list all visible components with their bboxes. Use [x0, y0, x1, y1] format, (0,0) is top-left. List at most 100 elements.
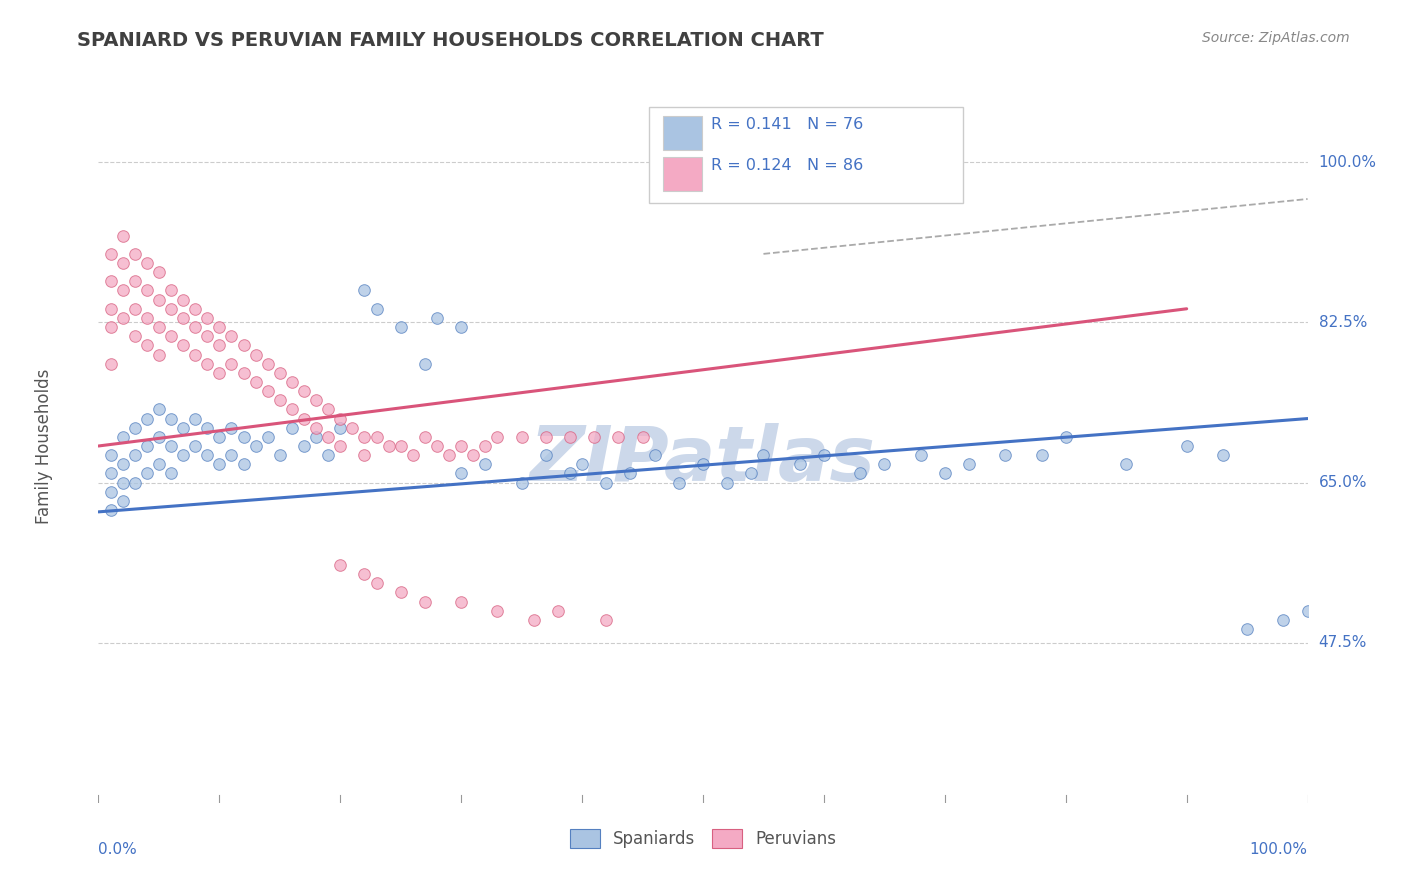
Text: Family Households: Family Households: [35, 368, 53, 524]
Point: [135, 411, 157, 425]
Point: [1031, 448, 1053, 462]
Point: [111, 310, 134, 325]
Point: [377, 439, 399, 453]
Point: [135, 310, 157, 325]
Text: SPANIARD VS PERUVIAN FAMILY HOUSEHOLDS CORRELATION CHART: SPANIARD VS PERUVIAN FAMILY HOUSEHOLDS C…: [77, 31, 824, 50]
Point: [148, 320, 170, 334]
Point: [124, 301, 146, 316]
Point: [353, 567, 375, 582]
Point: [245, 439, 267, 453]
Point: [208, 458, 231, 472]
Point: [316, 430, 339, 444]
Point: [692, 458, 714, 472]
Point: [1272, 613, 1295, 627]
Point: [221, 357, 243, 371]
Point: [426, 439, 449, 453]
Point: [957, 458, 980, 472]
Point: [292, 439, 315, 453]
Point: [172, 310, 194, 325]
Point: [366, 301, 388, 316]
Point: [100, 357, 122, 371]
Bar: [664, 116, 702, 150]
Point: [474, 439, 496, 453]
Point: [305, 393, 328, 408]
Point: [426, 310, 449, 325]
Point: [195, 448, 218, 462]
Point: [208, 320, 231, 334]
Point: [269, 393, 291, 408]
Point: [221, 329, 243, 343]
Point: [100, 467, 122, 481]
Point: [789, 458, 811, 472]
Point: [463, 448, 485, 462]
Point: [450, 439, 472, 453]
Point: [813, 448, 835, 462]
Point: [353, 448, 375, 462]
Point: [631, 430, 654, 444]
Point: [124, 329, 146, 343]
Point: [100, 448, 122, 462]
Point: [208, 338, 231, 352]
Point: [256, 384, 278, 398]
Text: 47.5%: 47.5%: [1319, 635, 1367, 650]
Point: [486, 430, 509, 444]
Text: Source: ZipAtlas.com: Source: ZipAtlas.com: [1202, 31, 1350, 45]
Point: [269, 448, 291, 462]
Point: [1115, 458, 1137, 472]
Point: [474, 458, 496, 472]
Point: [184, 320, 207, 334]
Point: [413, 430, 436, 444]
Point: [366, 576, 388, 591]
Point: [111, 256, 134, 270]
Bar: [664, 157, 702, 191]
Point: [353, 430, 375, 444]
Point: [316, 448, 339, 462]
Point: [160, 329, 183, 343]
Point: [281, 402, 304, 417]
Point: [135, 256, 157, 270]
Point: [160, 411, 183, 425]
Point: [329, 558, 352, 572]
Point: [184, 439, 207, 453]
Text: ZIPatlas: ZIPatlas: [530, 424, 876, 497]
Point: [1175, 439, 1198, 453]
Point: [100, 301, 122, 316]
Point: [450, 467, 472, 481]
Point: [184, 347, 207, 361]
Point: [583, 430, 606, 444]
Point: [232, 366, 254, 380]
Point: [534, 430, 557, 444]
Point: [329, 411, 352, 425]
Point: [534, 448, 557, 462]
Text: R = 0.124   N = 86: R = 0.124 N = 86: [711, 158, 863, 173]
Text: 82.5%: 82.5%: [1319, 315, 1367, 330]
Point: [292, 384, 315, 398]
Point: [292, 411, 315, 425]
Point: [607, 430, 630, 444]
Point: [595, 613, 617, 627]
Point: [402, 448, 425, 462]
Point: [245, 375, 267, 389]
Point: [389, 585, 412, 599]
Point: [172, 338, 194, 352]
Point: [281, 420, 304, 434]
Point: [100, 484, 122, 499]
Point: [100, 320, 122, 334]
Point: [160, 467, 183, 481]
Text: 100.0%: 100.0%: [1250, 842, 1308, 856]
Point: [172, 448, 194, 462]
Point: [329, 420, 352, 434]
Point: [740, 467, 762, 481]
Point: [148, 430, 170, 444]
Point: [571, 458, 593, 472]
Point: [111, 430, 134, 444]
Point: [437, 448, 460, 462]
Point: [195, 329, 218, 343]
Point: [135, 467, 157, 481]
Point: [135, 284, 157, 298]
Point: [269, 366, 291, 380]
Point: [124, 247, 146, 261]
Point: [316, 402, 339, 417]
Point: [221, 448, 243, 462]
FancyBboxPatch shape: [648, 107, 963, 203]
